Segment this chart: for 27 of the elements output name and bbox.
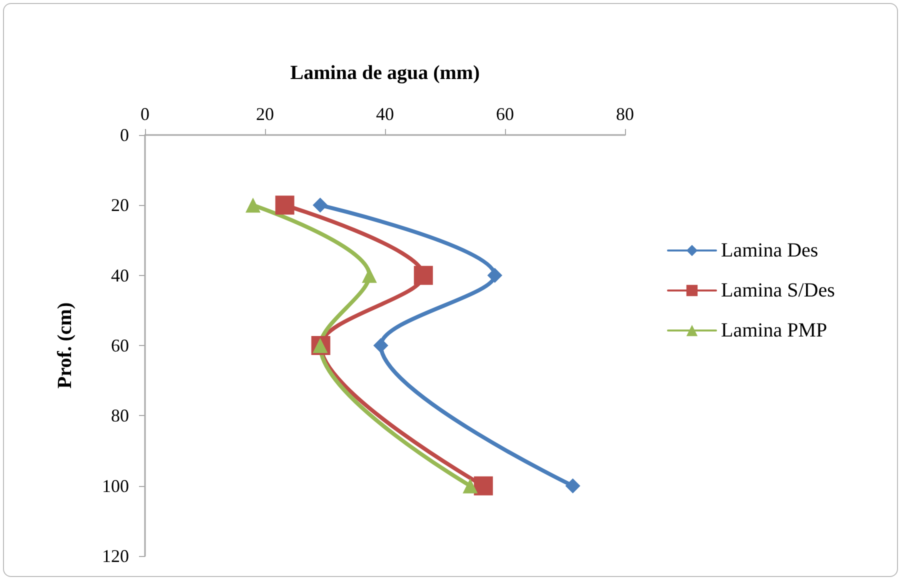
y-tick-label: 100 [102,476,129,496]
point [462,478,478,494]
point [474,476,493,496]
y-tick-label: 40 [111,265,129,286]
y-tick-label: 120 [102,546,129,566]
y-tick-label: 20 [111,195,129,216]
point [373,338,388,353]
y-tick-label: 80 [111,406,129,426]
point [362,268,377,283]
x-tick-label: 0 [140,104,150,124]
x-tick-label: 20 [256,104,274,124]
x-tick-label: 40 [376,104,394,124]
legend-label: Lamina S/Des [721,280,836,302]
point [565,478,580,494]
point [275,196,294,215]
point [414,266,433,285]
y-tick-label: 60 [111,336,129,356]
y-tick-label: 0 [120,125,129,145]
point [487,268,502,283]
legend-label: Lamina Des [721,240,818,262]
x-tick-label: 80 [616,104,634,124]
x-tick-label: 60 [496,104,514,124]
point [246,198,260,213]
x-axis-title: Lamina de agua (mm) [290,62,480,84]
legend-label: Lamina PMP [721,320,828,342]
y-axis-title: Prof. (cm) [54,302,76,389]
point [312,198,328,213]
